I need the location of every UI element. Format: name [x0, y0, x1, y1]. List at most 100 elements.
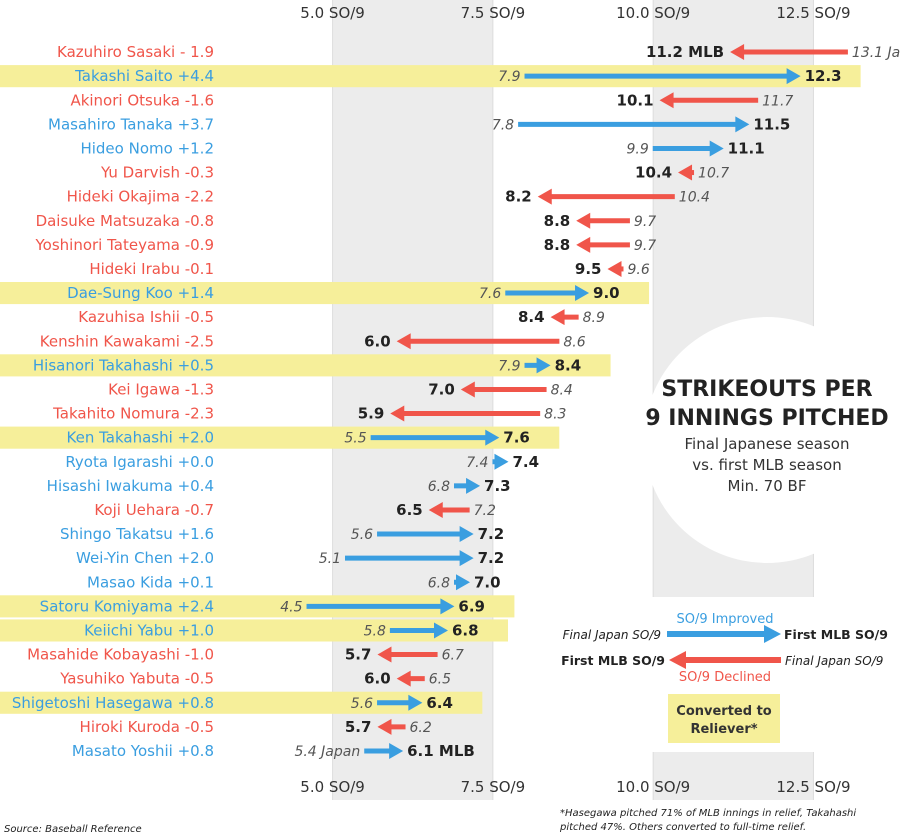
- arrow-head: [396, 670, 411, 687]
- arrow-head: [459, 526, 474, 543]
- mlb-value-label: 5.9: [358, 405, 385, 423]
- source-note: Source: Baseball Reference: [4, 824, 142, 835]
- japan-value-label: 11.7: [762, 93, 793, 109]
- pitcher-row: Koji Uehara -0.7 7.2 6.5: [94, 501, 496, 519]
- mlb-value-label: 8.2: [505, 188, 532, 206]
- arrow-head: [485, 429, 500, 446]
- x-tick-label-top: 5.0 SO/9: [300, 4, 365, 22]
- pitcher-label: Masahiro Tanaka +3.7: [48, 115, 214, 133]
- japan-value-label: 9.6: [628, 262, 650, 278]
- arrow-head: [396, 333, 411, 350]
- mlb-value-label: 7.4: [512, 453, 539, 471]
- pitcher-row: Yasuhiko Yabuta -0.5 6.5 6.0: [59, 670, 451, 688]
- subtitle-line-1: Final Japanese season: [685, 435, 850, 453]
- mlb-value-label: 6.9: [458, 597, 485, 615]
- pitcher-row: Satoru Komiyama +2.4 4.5 6.9: [40, 597, 485, 615]
- mlb-value-label: 8.4: [518, 308, 545, 326]
- mlb-value-label: 7.2: [478, 549, 505, 567]
- mlb-value-label: 6.0: [364, 670, 391, 688]
- pitcher-label: Masahide Kobayashi -1.0: [27, 646, 214, 664]
- pitcher-row: Takashi Saito +4.4 7.9 12.3: [74, 67, 842, 85]
- legend-reliever-line-1: Converted to: [676, 704, 772, 719]
- mlb-value-label: 8.4: [555, 356, 582, 374]
- pitcher-label: Kazuhisa Ishii -0.5: [78, 308, 214, 326]
- mlb-value-label: 11.5: [753, 115, 790, 133]
- arrow-head: [576, 212, 591, 229]
- pitcher-label: Takahito Nomura -2.3: [52, 405, 214, 423]
- japan-value-label: 8.9: [583, 310, 605, 326]
- reliever-highlight: [0, 595, 515, 618]
- japan-value-label: 6.2: [410, 720, 432, 736]
- x-tick-label-top: 12.5 SO/9: [776, 4, 850, 22]
- japan-value-label: 5.6: [351, 527, 373, 543]
- japan-value-label: 4.5: [280, 599, 302, 615]
- pitcher-row: Shingo Takatsu +1.6 5.6 7.2: [60, 525, 504, 543]
- pitcher-row: Hideki Irabu -0.1 9.6 9.5: [89, 260, 650, 278]
- title-block: STRIKEOUTS PER 9 INNINGS PITCHED Final J…: [644, 317, 890, 563]
- arrow-head: [433, 622, 448, 639]
- x-tick-label-top: 10.0 SO/9: [616, 4, 690, 22]
- reliever-highlight: [0, 354, 611, 377]
- pitcher-row: Hisanori Takahashi +0.5 7.9 8.4: [33, 356, 581, 374]
- pitcher-row: Shigetoshi Hasegawa +0.8 5.6 6.4: [12, 694, 453, 712]
- japan-value-label: 6.7: [442, 648, 464, 664]
- arrow-head: [466, 477, 481, 494]
- title-circle: [644, 317, 890, 563]
- arrow-head: [459, 550, 474, 567]
- pitcher-row: Takahito Nomura -2.3 8.3 5.9: [52, 405, 566, 423]
- mlb-value-label: 10.4: [635, 164, 672, 182]
- title-line-2: 9 INNINGS PITCHED: [645, 406, 888, 431]
- legend-reliever-line-2: Reliever*: [690, 722, 757, 737]
- japan-value-label: 7.4: [466, 455, 488, 471]
- pitcher-row: Masahiro Tanaka +3.7 7.8 11.5: [48, 115, 790, 133]
- japan-value-label: 6.8: [428, 575, 450, 591]
- arrow-head: [536, 357, 551, 374]
- mlb-value-label: 8.8: [544, 212, 571, 230]
- x-axis: 5.0 SO/9 5.0 SO/9 7.5 SO/9 7.5 SO/9 10.0 SO/…: [300, 4, 850, 796]
- japan-value-label: 10.7: [698, 166, 729, 182]
- japan-value-label: 7.9: [498, 69, 520, 85]
- title-line-1: STRIKEOUTS PER: [661, 377, 872, 402]
- pitcher-label: Shigetoshi Hasegawa +0.8: [12, 694, 214, 712]
- arrow-head: [709, 140, 724, 157]
- japan-value-label: 10.4: [679, 190, 710, 206]
- x-tick-label-bottom: 10.0 SO/9: [616, 778, 690, 796]
- japan-value-label: 9.7: [634, 214, 656, 230]
- legend: SO/9 Improved Final Japan SO/9 First MLB…: [545, 597, 897, 752]
- pitcher-label: Kazuhiro Sasaki - 1.9: [57, 43, 214, 61]
- pitcher-row: Kazuhisa Ishii -0.5 8.9 8.4: [78, 308, 605, 326]
- subtitle-line-2: vs. first MLB season: [692, 456, 841, 474]
- pitcher-label: Ryota Igarashi +0.0: [65, 453, 214, 471]
- mlb-value-label: 7.2: [478, 525, 505, 543]
- pitcher-label: Shingo Takatsu +1.6: [60, 525, 214, 543]
- pitcher-row: Kenshin Kawakami -2.5 8.6 6.0: [40, 332, 586, 350]
- arrow-head: [786, 68, 801, 85]
- japan-value-label: 6.5: [429, 672, 451, 688]
- japan-value-label: 8.6: [563, 334, 585, 350]
- mlb-value-label: 11.1: [728, 139, 765, 157]
- pitcher-label: Hideki Okajima -2.2: [67, 188, 214, 206]
- arrow-head: [408, 694, 423, 711]
- pitcher-row: Hiroki Kuroda -0.5 6.2 5.7: [80, 718, 432, 736]
- pitcher-label: Yasuhiko Yabuta -0.5: [59, 670, 214, 688]
- japan-value-label: 5.8: [364, 623, 386, 639]
- pitcher-row: Masahide Kobayashi -1.0 6.7 5.7: [27, 646, 464, 664]
- arrow-head: [460, 381, 475, 398]
- pitcher-label: Hideo Nomo +1.2: [80, 139, 214, 157]
- x-tick-label-bottom: 7.5 SO/9: [461, 778, 526, 796]
- arrow-head: [455, 574, 470, 591]
- arrow-head: [576, 236, 591, 253]
- arrow-head: [428, 501, 443, 518]
- reliever-highlight: [0, 691, 483, 714]
- arrow-head: [575, 285, 590, 302]
- pitcher-row: Hisashi Iwakuma +0.4 6.8 7.3: [47, 477, 511, 495]
- arrow-head: [390, 405, 405, 422]
- arrow-head: [730, 44, 745, 61]
- mlb-value-label: 6.5: [396, 501, 423, 519]
- pitcher-label: Hisashi Iwakuma +0.4: [47, 477, 214, 495]
- arrow-head: [377, 718, 392, 735]
- pitcher-label: Hideki Irabu -0.1: [89, 260, 214, 278]
- arrow-head: [607, 260, 622, 277]
- japan-value-label: 7.9: [498, 358, 520, 374]
